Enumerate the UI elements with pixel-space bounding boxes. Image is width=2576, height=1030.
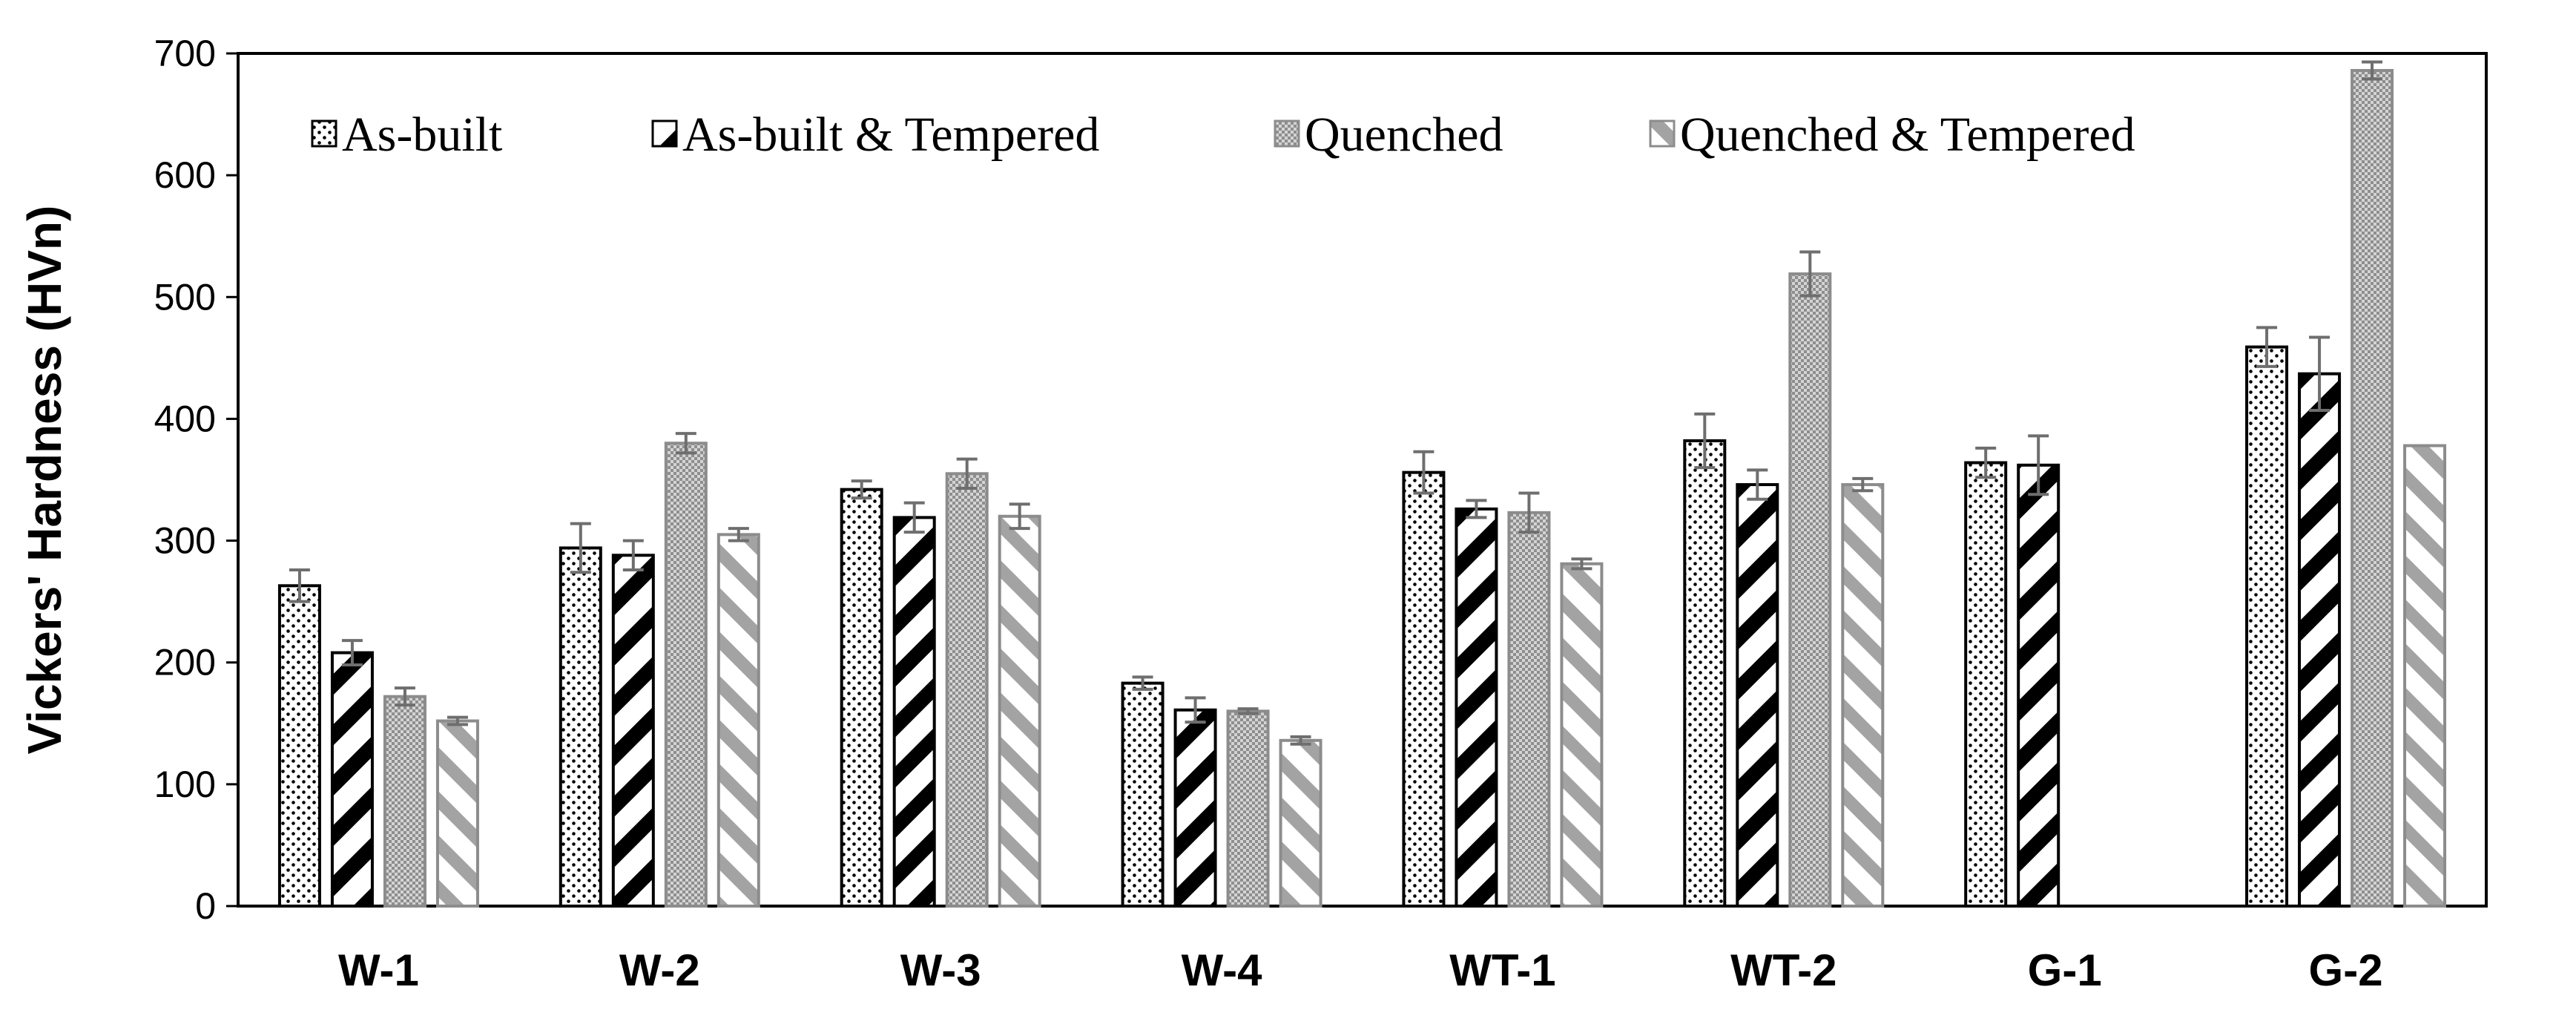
y-tick-label: 100: [154, 764, 216, 805]
legend-item: Quenched & Tempered: [1649, 108, 2135, 162]
bar: [277, 584, 321, 908]
legend-swatch: [651, 119, 678, 148]
bar: [611, 554, 655, 908]
bar: [2017, 463, 2061, 908]
x-category-label: W-2: [619, 945, 700, 995]
legend-label: Quenched: [1305, 108, 1503, 162]
x-category-label: WT-1: [1449, 945, 1555, 995]
bar: [998, 514, 1041, 908]
bar: [1507, 511, 1551, 908]
bar: [1226, 709, 1270, 908]
legend-item: As-built: [311, 108, 502, 162]
legend-swatch: [1649, 119, 1676, 148]
x-category-label: G-1: [2028, 945, 2102, 995]
x-category-label: W-1: [338, 945, 419, 995]
bar: [892, 516, 936, 908]
legend-label: As-built & Tempered: [682, 108, 1099, 162]
bar: [664, 442, 708, 908]
bar: [1279, 738, 1322, 908]
bar: [559, 546, 602, 908]
bar: [1736, 483, 1779, 908]
bar: [1560, 562, 1604, 908]
bar: [1788, 272, 1832, 908]
legend-item: Quenched: [1274, 108, 1503, 162]
bar: [1841, 483, 1885, 908]
bar: [945, 472, 989, 908]
x-category-label: W-3: [900, 945, 981, 995]
error-bars-layer: [289, 60, 2383, 746]
bar: [435, 719, 479, 908]
legend-label: Quenched & Tempered: [1680, 108, 2135, 162]
bar: [1121, 681, 1165, 908]
axis-layer: [226, 52, 2488, 908]
bars-layer: [277, 68, 2447, 908]
bar: [2298, 372, 2342, 908]
bar: [1683, 439, 1727, 908]
y-tick-label: 200: [154, 642, 216, 683]
y-axis-label: Vickers' Hardness (HVn): [18, 206, 71, 755]
bar: [330, 651, 374, 908]
bar: [1402, 470, 1446, 908]
bar: [1964, 461, 2008, 908]
y-tick-label: 300: [154, 520, 216, 562]
legend-swatch: [1274, 119, 1300, 148]
legend-item: As-built & Tempered: [651, 108, 1099, 162]
legend-label: As-built: [342, 108, 502, 162]
y-tick-label: 400: [154, 398, 216, 439]
bar: [2245, 345, 2289, 908]
x-category-label: WT-2: [1730, 945, 1837, 995]
labels-layer: 0 100 200 300 400 500 600 700 Vickers' Hardness …: [18, 33, 2383, 995]
legend-swatch: [311, 119, 337, 148]
bar: [1173, 708, 1217, 908]
y-tick-label: 700: [154, 33, 216, 74]
bar: [2403, 444, 2447, 908]
bar: [717, 533, 760, 908]
y-tick-label: 500: [154, 276, 216, 318]
bar: [1455, 507, 1498, 908]
bar: [840, 488, 883, 908]
x-category-label: G-2: [2309, 945, 2383, 995]
y-tick-label: 600: [154, 154, 216, 196]
bar: [383, 695, 426, 908]
x-category-label: W-4: [1182, 945, 1262, 995]
y-tick-label: 0: [195, 885, 216, 927]
plot-frame: [237, 52, 2488, 908]
legend: As-built As-built & Tempered Quenched Quenc…: [311, 108, 2135, 162]
bar: [2351, 68, 2394, 908]
